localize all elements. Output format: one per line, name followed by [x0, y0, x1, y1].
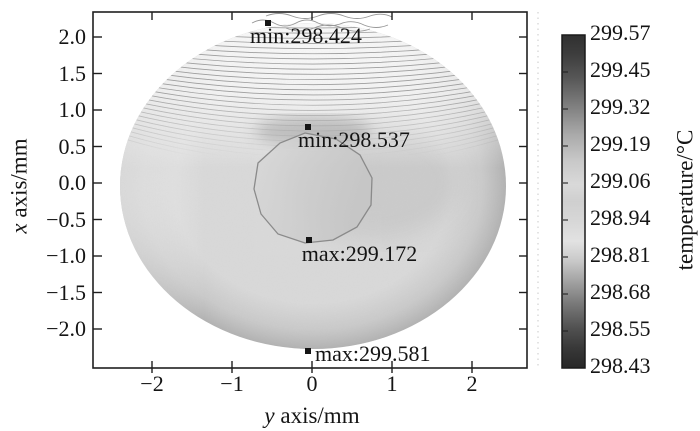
x-axis-label: y axis/mm	[264, 404, 359, 427]
y-tick-label: 0.5	[58, 133, 87, 159]
max-marker	[305, 347, 311, 354]
y-tick-label: 1.5	[58, 60, 87, 86]
closed-isotherm-loop	[253, 132, 373, 244]
isotherm-line	[120, 95, 506, 122]
x-tick-label: 1	[386, 371, 398, 396]
x-tick-label: 2	[466, 371, 478, 396]
colorbar-ticks	[563, 34, 568, 369]
min-annotation: min:298.537	[298, 126, 410, 152]
isotherm-line	[120, 74, 506, 96]
colorbar-tick-label: 299.45	[590, 57, 651, 82]
y-tick-label: 0.0	[58, 170, 87, 195]
colorbar-tick-label: 298.55	[590, 316, 651, 341]
y-tick-label: 1.0	[58, 97, 87, 122]
colorbar-gradient	[562, 35, 585, 368]
colorbar-tick-label: 299.32	[590, 94, 651, 119]
colorbar-tick-label: 298.68	[590, 279, 651, 304]
colorbar-tick-label: 299.19	[590, 131, 651, 156]
y-axis-label-variable: x	[6, 223, 32, 234]
y-tick-label: −1.0	[46, 243, 86, 268]
colorbar-tick-label: 299.57	[590, 20, 651, 45]
max-marker	[305, 236, 312, 243]
isotherm-line	[120, 104, 506, 132]
colorbar-tick-label: 299.06	[590, 168, 651, 193]
min-annotation: min:298.424	[250, 23, 362, 49]
colorbar-tick-label: 298.81	[590, 242, 651, 267]
isotherm-line	[120, 83, 506, 106]
tick-marks	[93, 12, 527, 373]
max-annotation: max:299.172	[301, 240, 418, 266]
isotherm-line	[120, 100, 506, 127]
y-axis-label-unit: axis/mm	[6, 138, 32, 224]
y-tick-label: −0.5	[46, 206, 86, 232]
isotherm-line	[120, 91, 506, 116]
x-tick-label: −1	[220, 371, 244, 396]
colorbar-title: temperature/°C	[672, 129, 698, 271]
axes-frame	[92, 11, 528, 369]
colorbar-tick-label: 298.43	[590, 353, 651, 378]
y-tick-label: −2.0	[46, 316, 86, 341]
y-axis-label: x axis/mm	[6, 138, 32, 234]
min-marker	[305, 123, 311, 130]
top-wavy-isotherms	[251, 13, 393, 32]
colorbar-border	[561, 34, 586, 369]
min-marker	[265, 20, 271, 27]
x-axis-label-variable: y	[264, 403, 275, 428]
isotherm-line	[120, 87, 506, 111]
isotherm-line	[120, 78, 506, 101]
x-tick-label: −2	[140, 371, 164, 396]
x-tick-label: 0	[306, 371, 318, 396]
x-axis-label-unit: axis/mm	[274, 403, 360, 428]
max-annotation: max:299.581	[315, 340, 431, 366]
colorbar-tick-label: 298.94	[590, 205, 651, 230]
y-tick-label: 2.0	[58, 24, 87, 49]
y-tick-label: −1.5	[46, 279, 86, 305]
colorbar	[561, 34, 586, 369]
